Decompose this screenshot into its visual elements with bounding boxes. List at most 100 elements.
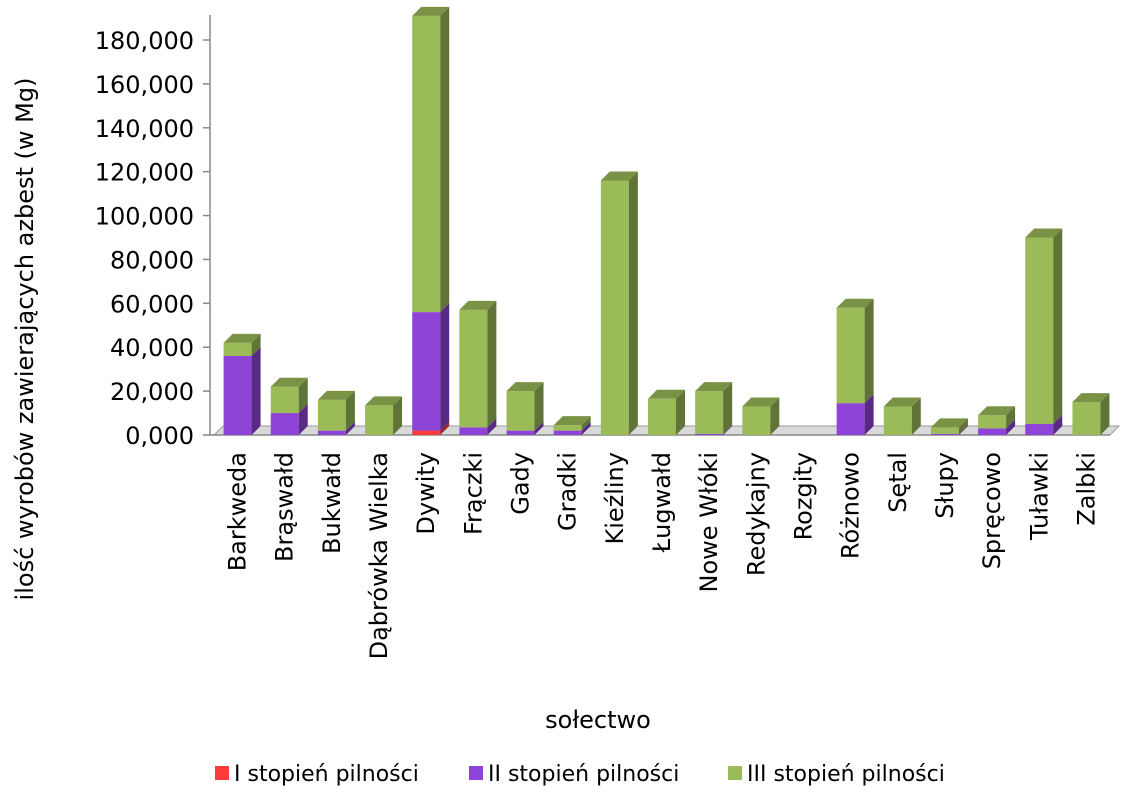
bar-segment xyxy=(836,307,865,404)
y-tick-label: 180,000 xyxy=(95,27,194,55)
bar-segment-side xyxy=(534,382,544,431)
x-tick-label: Dywity xyxy=(412,452,440,535)
bar-segment-top xyxy=(930,418,968,428)
bar-segment-top xyxy=(836,298,874,308)
x-tick-label: Gady xyxy=(507,452,535,515)
bar-segment-side xyxy=(628,171,638,435)
y-tick-label: 100,000 xyxy=(95,203,194,231)
bar-segment xyxy=(365,405,394,435)
bar-segment xyxy=(930,433,959,435)
bar-segment-side xyxy=(1053,228,1063,425)
bar-segment-top xyxy=(742,397,780,407)
bar-segment-side xyxy=(676,389,685,435)
y-tick-label: 40,000 xyxy=(110,334,194,362)
bar-segment-top xyxy=(883,397,921,407)
bar-segment-side xyxy=(1006,419,1016,435)
bar-segment xyxy=(1025,424,1054,435)
bar-segment-side xyxy=(251,333,261,356)
bar-segment xyxy=(648,398,676,435)
x-tick-label: Różnowo xyxy=(837,452,865,559)
bar-segment xyxy=(1025,237,1054,425)
bar-segment-side xyxy=(911,397,921,435)
x-tick-label: Barkweda xyxy=(224,452,252,571)
x-tick-label: Słupy xyxy=(931,452,959,519)
bar-segment xyxy=(978,415,1007,429)
bar-segment xyxy=(270,413,299,435)
bar-segment-top xyxy=(270,377,308,387)
legend-swatch xyxy=(728,766,742,780)
bar-segment-side xyxy=(345,390,355,431)
y-tick-label: 160,000 xyxy=(95,71,194,99)
bar-segment-side xyxy=(958,424,968,435)
bar-segment-side xyxy=(770,397,780,435)
bar-segment-top xyxy=(317,390,355,400)
bar-segment-side xyxy=(864,394,874,435)
bar-segment xyxy=(412,15,441,313)
bar-segment-side xyxy=(864,298,874,404)
x-tick-label: Bukwałd xyxy=(318,452,346,554)
bar-segment xyxy=(695,433,724,435)
bar-segment-side xyxy=(440,421,450,435)
x-tick-label: Sętal xyxy=(884,452,912,513)
y-tick-label: 140,000 xyxy=(95,115,194,143)
bar-segment-top xyxy=(648,389,685,399)
bar-segment-top xyxy=(412,6,450,16)
y-axis-title: ilość wyrobów zawierających azbest (w Mg… xyxy=(11,78,39,601)
bar-segment xyxy=(223,342,252,356)
x-tick-label: Nowe Włóki xyxy=(695,452,723,592)
bar-segment-top xyxy=(553,416,591,426)
bar-segment-top xyxy=(978,406,1016,416)
bar-segment-side xyxy=(487,418,497,435)
x-tick-label: Spręcowo xyxy=(978,452,1006,569)
bar-segment xyxy=(1072,402,1101,435)
legend-swatch xyxy=(469,766,483,780)
bar-segment-side xyxy=(723,424,733,435)
bar-segment xyxy=(978,428,1007,435)
bar-segment-top xyxy=(506,382,544,392)
bar-segment-top xyxy=(365,396,403,406)
bar-segment-side xyxy=(958,418,968,434)
bar-segment-side xyxy=(440,303,450,431)
bar-segment xyxy=(600,180,629,435)
x-tick-label: Frączki xyxy=(459,452,487,535)
bar-segment xyxy=(412,430,441,435)
y-tick-label: 120,000 xyxy=(95,159,194,187)
bar-segment-side xyxy=(581,416,591,431)
bar-segment xyxy=(930,427,959,434)
bar-segment xyxy=(459,309,488,428)
bar-segment-top xyxy=(1025,228,1063,238)
bar-segment-side xyxy=(1100,393,1110,435)
bar-segment-top xyxy=(459,300,497,310)
x-tick-label: Brąswałd xyxy=(271,452,299,562)
legend-label: I stopień pilności xyxy=(234,762,419,787)
bar-segment xyxy=(270,386,299,414)
bar-segment xyxy=(836,403,865,435)
x-tick-label: Tuławki xyxy=(1025,452,1053,541)
x-tick-label: Rozgity xyxy=(789,452,817,540)
bar-segment-side xyxy=(298,404,308,435)
bar-segment-side xyxy=(581,421,591,435)
bar-segment-top xyxy=(695,382,733,392)
x-tick-label: Ługwałd xyxy=(648,452,676,553)
legend-swatch xyxy=(215,766,229,780)
bar-segment-top xyxy=(223,333,261,343)
bar-segment-side xyxy=(298,377,308,414)
y-tick-label: 0,000 xyxy=(125,422,194,450)
bar-segment-side xyxy=(345,421,355,435)
bar-segment xyxy=(553,430,582,435)
x-tick-label: Dąbrówka Wielka xyxy=(365,452,393,659)
bar-segment-side xyxy=(440,6,450,313)
bar-segment-top xyxy=(600,171,638,181)
bar-segment xyxy=(317,430,346,435)
bar-segment xyxy=(506,430,535,435)
x-tick-label: Zalbki xyxy=(1072,452,1100,526)
bar-segment xyxy=(506,391,535,431)
bar-segment xyxy=(883,406,912,435)
bar-segment-side xyxy=(487,300,497,428)
x-tick-label: Gradki xyxy=(554,452,582,531)
y-tick-label: 20,000 xyxy=(110,378,194,406)
bar-segment xyxy=(695,391,724,434)
bar-segment xyxy=(317,399,346,431)
